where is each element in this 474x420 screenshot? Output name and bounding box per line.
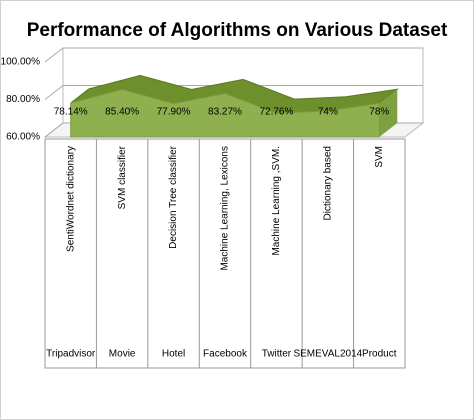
value-label: 78.14%	[54, 107, 88, 118]
algorithm-label: Decision Tree classifier	[168, 145, 179, 248]
x-tick-label: Twitter	[262, 349, 292, 360]
value-label: 74%	[318, 107, 338, 118]
value-label: 85.40%	[105, 107, 139, 118]
x-tick-label: Movie	[109, 349, 136, 360]
y-tick-label: 100.00%	[1, 57, 41, 68]
area-line	[70, 88, 380, 114]
grid-line	[44, 85, 423, 100]
x-tick-label: Product	[362, 349, 397, 360]
algorithm-label: Machine Learning ,SVM.	[271, 146, 282, 256]
area-side	[379, 89, 398, 137]
value-label: 77.90%	[157, 107, 191, 118]
grid-line	[44, 47, 423, 63]
value-label: 83.27%	[208, 107, 242, 118]
x-tick-label: Facebook	[203, 349, 248, 360]
algorithm-label: Dictionary based	[322, 146, 333, 220]
algorithm-label: SVM classifier	[117, 145, 128, 209]
x-tick-label: Hotel	[162, 349, 185, 360]
category-table	[44, 138, 406, 369]
y-tick-label: 60.00%	[6, 132, 40, 143]
algorithm-label: SentiWordnet dictionary	[65, 146, 76, 252]
value-label: 72.76%	[259, 107, 293, 118]
value-label: 78%	[369, 107, 389, 118]
x-tick-label: Tripadvisor	[46, 349, 96, 360]
algorithm-label: Machine Learning, Lexicons	[220, 146, 231, 271]
x-tick-label: SEMEVAL2014	[293, 349, 362, 360]
y-tick-label: 80.00%	[6, 94, 40, 105]
algorithm-label: SVM	[374, 146, 385, 168]
chart-title: Performance of Algorithms on Various Dat…	[27, 20, 448, 41]
